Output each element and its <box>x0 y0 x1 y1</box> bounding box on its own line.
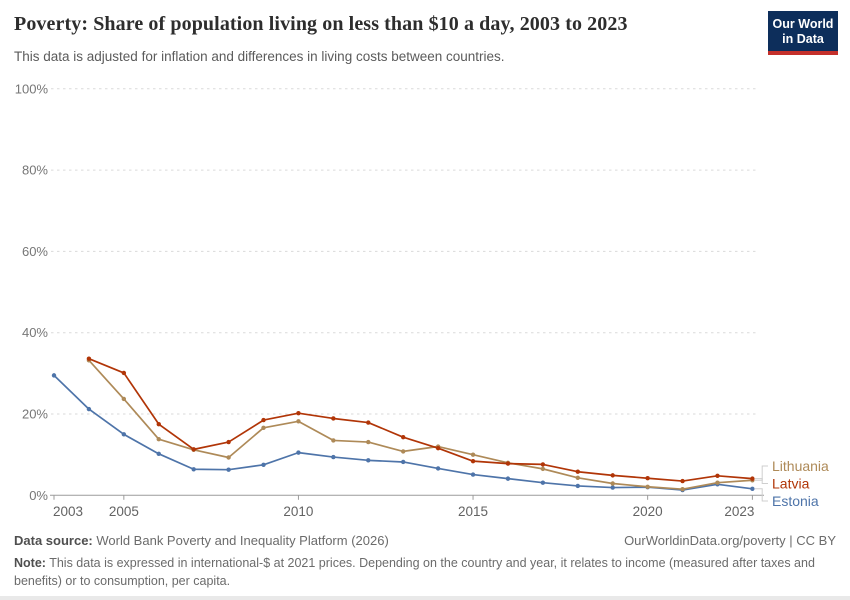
data-point <box>435 466 441 471</box>
data-point <box>470 458 476 464</box>
data-point <box>540 462 546 467</box>
data-point <box>575 483 580 489</box>
data-point <box>470 452 476 457</box>
data-point <box>750 486 755 491</box>
data-point <box>645 476 650 481</box>
data-point <box>86 406 92 412</box>
y-axis-label-40: 40% <box>22 325 48 340</box>
owid-logo[interactable]: Our World in Data <box>768 11 838 55</box>
owid-logo-line2: in Data <box>782 32 824 46</box>
owid-logo-line1: Our World <box>772 17 834 31</box>
x-axis-label-2015: 2015 <box>458 504 488 519</box>
data-point <box>156 421 161 427</box>
data-point <box>156 451 161 457</box>
y-axis-label-100: 100% <box>15 81 49 96</box>
data-point <box>610 481 615 486</box>
data-point <box>226 439 231 445</box>
legend-label-lithuania[interactable]: Lithuania <box>772 458 829 474</box>
data-point <box>191 447 196 452</box>
data-point <box>121 396 127 402</box>
data-point <box>610 473 615 478</box>
line-estonia[interactable] <box>51 373 755 493</box>
data-point <box>121 370 127 376</box>
data-point <box>540 466 546 472</box>
data-point <box>505 476 511 481</box>
data-point <box>540 480 546 485</box>
y-axis-label-20: 20% <box>22 407 48 422</box>
data-point <box>575 469 580 474</box>
legend-label-estonia[interactable]: Estonia <box>772 493 819 509</box>
data-point <box>191 467 196 472</box>
data-point <box>51 373 57 378</box>
x-axis-label-2010: 2010 <box>283 504 313 519</box>
data-point <box>610 485 615 490</box>
note-label: Note: <box>14 556 46 570</box>
chart-subtitle: This data is adjusted for inflation and … <box>14 49 505 64</box>
data-point <box>226 455 231 460</box>
line-path-lithuania <box>88 359 754 491</box>
data-point <box>331 416 336 421</box>
page-bottom-strip <box>0 596 850 600</box>
data-point <box>296 419 301 424</box>
data-point <box>715 480 720 485</box>
data-point <box>296 450 301 455</box>
data-point <box>366 420 371 425</box>
data-point <box>645 484 650 489</box>
credit-link[interactable]: OurWorldinData.org/poverty | CC BY <box>624 533 836 548</box>
footer-note: Note: This data is expressed in internat… <box>14 555 838 590</box>
data-point <box>261 417 266 423</box>
data-point <box>401 434 406 440</box>
line-latvia[interactable] <box>86 356 755 484</box>
data-point <box>261 425 266 431</box>
footer-source-row: Data source: World Bank Poverty and Ineq… <box>14 533 836 548</box>
x-axis-label-2020: 2020 <box>633 504 663 519</box>
legend-connector-latvia <box>755 478 768 484</box>
data-point <box>470 472 476 477</box>
line-lithuania[interactable] <box>86 358 755 492</box>
data-point <box>331 438 336 443</box>
data-point <box>680 487 685 492</box>
data-point <box>401 449 406 454</box>
x-axis-label-2005: 2005 <box>109 504 139 519</box>
data-point <box>261 462 266 468</box>
legend-label-latvia[interactable]: Latvia <box>772 476 810 492</box>
y-axis-label-80: 80% <box>22 163 48 178</box>
line-chart-area: 0% 20% 40% 60% 80% 100% 2003 2005 2010 2015 2020 20… <box>0 80 850 530</box>
y-axis-label-60: 60% <box>22 244 48 259</box>
data-point <box>121 432 127 437</box>
data-point <box>505 461 511 466</box>
data-point <box>575 475 580 481</box>
data-source-value: World Bank Poverty and Inequality Platfo… <box>92 533 389 548</box>
data-point <box>401 459 406 465</box>
line-path-latvia <box>88 357 754 482</box>
data-point <box>435 445 441 451</box>
legend-connector-estonia <box>755 488 768 502</box>
data-point <box>366 439 371 445</box>
line-chart-svg: 0% 20% 40% 60% 80% 100% 2003 2005 2010 2015 2020 20… <box>15 81 829 519</box>
data-point <box>156 437 161 442</box>
note-value: This data is expressed in international-… <box>14 556 815 588</box>
data-point <box>715 473 720 478</box>
data-point <box>366 458 371 463</box>
data-point <box>226 467 231 472</box>
data-point <box>331 454 336 460</box>
chart-title: Poverty: Share of population living on l… <box>14 13 628 35</box>
data-point <box>680 478 685 484</box>
data-point <box>296 410 301 416</box>
data-source-text: Data source: World Bank Poverty and Ineq… <box>14 533 389 548</box>
x-axis-label-2003: 2003 <box>53 504 83 519</box>
x-axis-label-2023: 2023 <box>724 504 754 519</box>
data-source-label: Data source: <box>14 533 93 548</box>
line-path-estonia <box>53 374 754 491</box>
data-point <box>750 476 755 481</box>
y-axis-label-0: 0% <box>29 488 48 503</box>
legend-connector-lithuania <box>755 465 768 481</box>
data-point <box>86 356 92 361</box>
